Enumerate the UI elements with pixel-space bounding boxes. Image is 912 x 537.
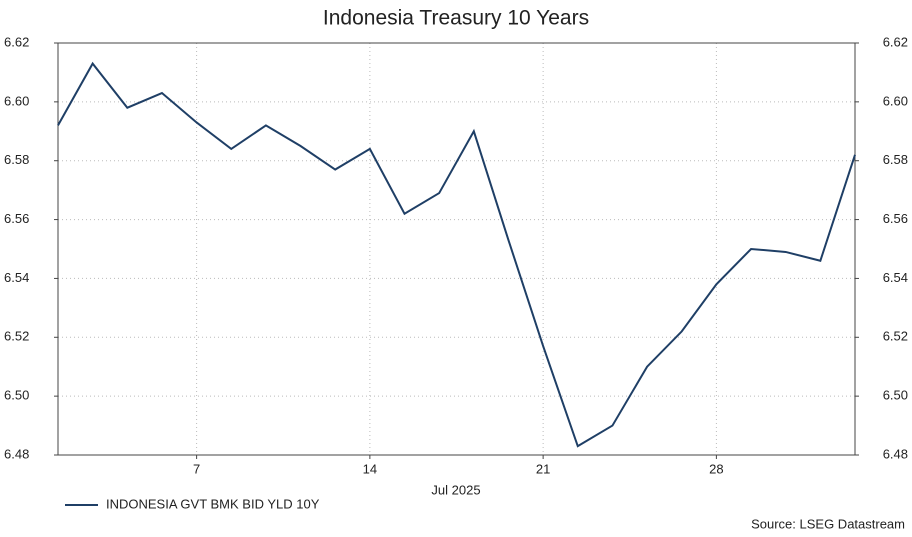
y2-tick-label: 6.60 <box>883 93 908 108</box>
y2-tick-label: 6.56 <box>883 211 908 226</box>
y2-tick-label: 6.50 <box>883 388 908 403</box>
x-axis-label: Jul 2025 <box>431 482 480 497</box>
x-tick-label: 7 <box>193 461 200 476</box>
x-tick-label: 28 <box>709 461 723 476</box>
y2-tick-label: 6.58 <box>883 152 908 167</box>
source: Source: LSEG Datastream <box>751 516 905 531</box>
y2-tick-label: 6.48 <box>883 446 908 461</box>
legend-label: INDONESIA GVT BMK BID YLD 10Y <box>106 496 320 511</box>
y-tick-label: 6.48 <box>4 446 29 461</box>
y-tick-label: 6.52 <box>4 329 29 344</box>
y2-tick-label: 6.62 <box>883 34 908 49</box>
y-tick-label: 6.62 <box>4 34 29 49</box>
x-tick-label: 21 <box>536 461 550 476</box>
y2-tick-label: 6.52 <box>883 329 908 344</box>
y-tick-label: 6.58 <box>4 152 29 167</box>
plot-frame <box>57 42 856 456</box>
y-tick-label: 6.56 <box>4 211 29 226</box>
y-tick-label: 6.60 <box>4 93 29 108</box>
y-tick-label: 6.54 <box>4 270 29 285</box>
y2-tick-label: 6.54 <box>883 270 908 285</box>
chart-title: Indonesia Treasury 10 Years <box>323 7 589 30</box>
line <box>57 61 856 448</box>
y-tick-label: 6.50 <box>4 388 29 403</box>
x-tick-label: 14 <box>363 461 377 476</box>
